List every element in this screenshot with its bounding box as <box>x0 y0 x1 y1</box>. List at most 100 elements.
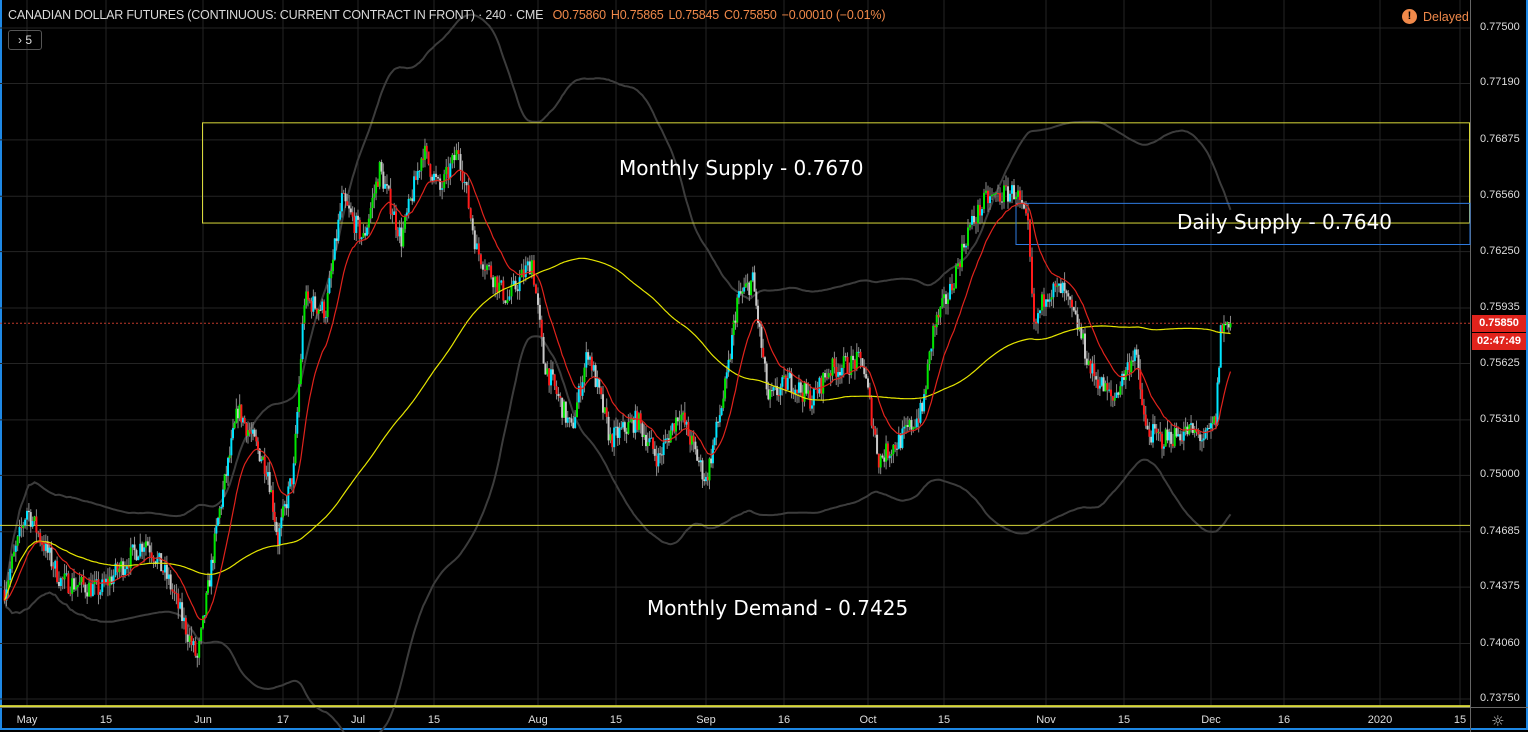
time-tick-label: Aug <box>528 714 548 726</box>
candle-body <box>993 194 995 196</box>
candle-body <box>380 162 383 172</box>
candle-body <box>396 229 399 237</box>
candle-body <box>179 602 182 609</box>
candle-body <box>583 367 586 383</box>
candle-body <box>215 525 218 534</box>
candle-body <box>237 408 239 419</box>
candle-body <box>905 425 907 427</box>
candle-body <box>579 386 582 396</box>
candle-body <box>630 418 633 422</box>
candle-body <box>196 655 199 658</box>
time-tick-label: Sep <box>696 714 716 726</box>
candle-body <box>751 272 754 281</box>
candle-body <box>1035 321 1037 324</box>
candle-body <box>762 347 765 358</box>
candle-body <box>362 233 365 238</box>
candle-body <box>41 541 44 545</box>
indicators-collapse-button[interactable]: › 5 <box>8 30 42 50</box>
candle-body <box>152 557 155 562</box>
candle-body <box>235 408 238 423</box>
candle-body <box>477 243 480 255</box>
candle-body <box>872 425 875 429</box>
candle-body <box>469 208 472 219</box>
symbol-title[interactable]: CANADIAN DOLLAR FUTURES (CONTINUOUS: CUR… <box>8 8 544 22</box>
candle-body <box>1054 283 1057 287</box>
candle-body <box>682 412 685 415</box>
candle-body <box>165 564 168 579</box>
candle-body <box>439 178 442 190</box>
candle-body <box>1058 283 1060 286</box>
candle-body <box>233 422 236 429</box>
candle-body <box>242 417 244 423</box>
candle-body <box>1214 416 1217 425</box>
candle-body <box>1056 285 1059 287</box>
candle-body <box>879 455 882 468</box>
candle-body <box>910 420 913 430</box>
candle-body <box>463 182 466 184</box>
candle-body <box>816 389 819 394</box>
candle-body <box>273 511 276 522</box>
candle-body <box>97 579 100 595</box>
candle-body <box>80 577 83 583</box>
candle-body <box>202 615 204 629</box>
candle-body <box>1195 429 1198 432</box>
candle-body <box>857 351 860 353</box>
candle-body <box>232 428 234 439</box>
settings-gear-icon[interactable]: ☼ <box>1491 712 1505 730</box>
candle-body <box>471 218 474 231</box>
candle-body <box>1084 333 1086 359</box>
candle-body <box>82 577 85 585</box>
candle-body <box>788 372 791 379</box>
candle-body <box>351 212 354 217</box>
candle-body <box>210 559 213 587</box>
candle-body <box>967 227 969 246</box>
candle-body <box>423 145 426 160</box>
candle-body <box>257 441 259 449</box>
candle-body <box>1133 349 1136 362</box>
candle-body <box>194 641 197 656</box>
candle-body <box>296 411 299 434</box>
candle-body <box>95 579 98 581</box>
candle-body <box>899 434 902 448</box>
candle-body <box>510 284 513 297</box>
delayed-status[interactable]: ! Delayed <box>1402 9 1469 24</box>
candle-body <box>186 634 189 642</box>
candle-body <box>625 431 628 434</box>
candle-body <box>490 265 493 278</box>
candle-body <box>69 593 72 595</box>
candle-body <box>114 563 117 576</box>
candle-body <box>805 383 808 394</box>
candle-body <box>1190 423 1193 425</box>
candle-body <box>1108 389 1111 391</box>
bar-countdown-badge: 02:47:49 <box>1472 333 1526 350</box>
high-value: H0.75865 <box>610 8 664 22</box>
candle-body <box>292 463 295 485</box>
candle-body <box>706 476 709 481</box>
candle-body <box>447 166 450 179</box>
candle-body <box>678 420 681 422</box>
candle-body <box>1063 282 1066 291</box>
candle-body <box>18 527 21 537</box>
candle-body <box>1197 431 1200 435</box>
candle-body <box>162 571 165 573</box>
ema-line <box>4 169 1232 621</box>
warning-icon: ! <box>1402 9 1417 24</box>
candle-body <box>564 401 567 423</box>
candle-body <box>303 305 306 324</box>
candle-body <box>342 193 345 195</box>
candle-body <box>890 454 893 456</box>
candle-body <box>27 510 30 513</box>
price-tick-label: 0.75000 <box>1480 468 1520 481</box>
candle-body <box>213 533 216 563</box>
candle-body <box>720 408 723 416</box>
candle-body <box>783 375 785 378</box>
candle-body <box>1121 373 1124 387</box>
candle-body <box>479 254 482 265</box>
candle-body <box>1011 185 1013 194</box>
candle-body <box>542 336 545 364</box>
candle-body <box>526 261 529 266</box>
candle-body <box>280 517 283 529</box>
candle-body <box>1111 396 1114 401</box>
time-tick-label: 15 <box>1117 714 1131 726</box>
